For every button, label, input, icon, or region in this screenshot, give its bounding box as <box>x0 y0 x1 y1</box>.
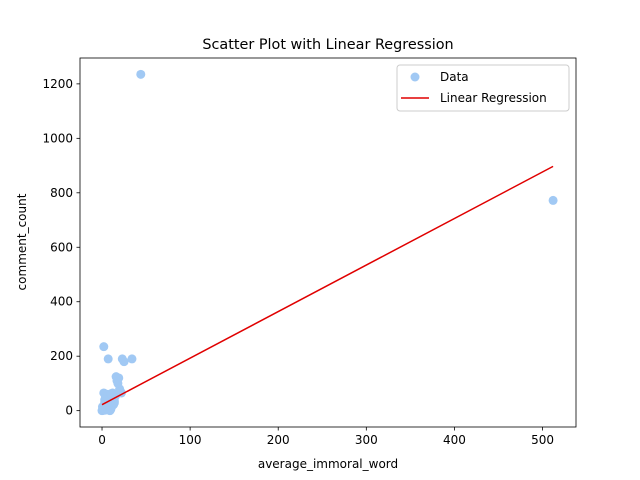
y-tick-label: 1000 <box>42 131 73 145</box>
data-points <box>97 69 558 416</box>
y-axis-label: comment_count <box>15 193 29 290</box>
y-tick-label: 200 <box>50 349 73 363</box>
y-axis-ticks: 0 200 400 600 800 1000 1200 <box>42 77 80 418</box>
y-tick-label: 600 <box>50 240 73 254</box>
x-tick-label: 500 <box>531 433 554 447</box>
legend-frame <box>396 64 570 112</box>
data-point <box>114 373 124 383</box>
data-point <box>99 342 109 352</box>
legend-label-data: Data <box>440 70 469 84</box>
legend-marker-data <box>410 72 420 82</box>
x-tick-label: 0 <box>98 433 106 447</box>
x-tick-label: 300 <box>355 433 378 447</box>
data-point <box>108 388 118 398</box>
x-tick-label: 400 <box>443 433 466 447</box>
data-point <box>136 69 146 79</box>
regression-line <box>101 165 554 406</box>
x-tick-label: 200 <box>267 433 290 447</box>
data-point <box>127 354 137 364</box>
data-point <box>103 354 113 364</box>
plot-area <box>97 69 558 416</box>
x-axis-ticks: 0 100 200 300 400 500 <box>98 427 554 447</box>
y-tick-label: 0 <box>65 404 73 418</box>
x-tick-label: 100 <box>179 433 202 447</box>
y-tick-label: 400 <box>50 295 73 309</box>
legend-label-regression: Linear Regression <box>440 91 547 105</box>
data-point <box>548 195 558 205</box>
x-axis-label: average_immoral_word <box>258 457 398 471</box>
data-point <box>103 401 113 411</box>
chart-title: Scatter Plot with Linear Regression <box>202 37 453 53</box>
y-tick-label: 800 <box>50 186 73 200</box>
data-point <box>119 357 129 367</box>
regression-line-layer <box>101 165 554 406</box>
axes-frame <box>79 57 577 428</box>
y-tick-label: 1200 <box>42 77 73 91</box>
legend: Data Linear Regression <box>396 64 570 112</box>
